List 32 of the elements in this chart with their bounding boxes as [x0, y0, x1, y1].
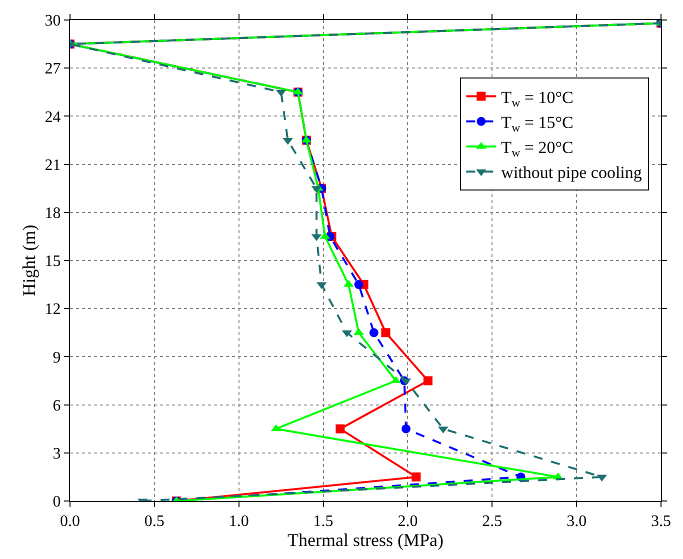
legend-label: T$_{w}$ = 20°C [501, 138, 574, 160]
y-tick-label: 21 [44, 156, 61, 174]
y-tick-label: 3 [52, 446, 61, 462]
point [412, 472, 421, 482]
y-tick-label: 15 [44, 253, 61, 270]
legend-label: T$_{w}$ = 10°C [501, 88, 574, 110]
point [402, 424, 411, 434]
legend-label: T$_{w}$ = 15°C [501, 113, 574, 135]
y-tick-label: 0 [52, 494, 61, 511]
y-tick-label: 27 [44, 60, 61, 78]
legend-label: without pipe cooling [501, 163, 642, 182]
x-tick-label: 2.5 [482, 513, 502, 530]
y-tick-label: 12 [44, 301, 61, 318]
point [336, 424, 345, 434]
point [423, 376, 432, 386]
x-tick-label: 3.0 [566, 513, 587, 530]
y-axis-title: Hight (m) [19, 224, 39, 296]
x-axis-title: Thermal stress (MPa) [288, 530, 444, 550]
x-tick-label: 3.5 [651, 513, 671, 530]
point [381, 328, 390, 338]
y-tick-label: 9 [52, 349, 61, 366]
y-tick-label: 18 [44, 205, 61, 222]
y-tick-label: 6 [52, 397, 61, 414]
x-tick-label: 0.5 [144, 513, 164, 530]
y-tick-label: 30 [44, 12, 61, 30]
point [369, 328, 378, 338]
point [354, 280, 364, 290]
x-tick-label: 1.5 [313, 513, 334, 530]
x-tick-label: 2.0 [398, 513, 418, 530]
x-tick-label: 1.0 [228, 513, 249, 530]
y-tick-label: 24 [44, 108, 61, 126]
x-tick-label: 0.0 [60, 513, 80, 530]
